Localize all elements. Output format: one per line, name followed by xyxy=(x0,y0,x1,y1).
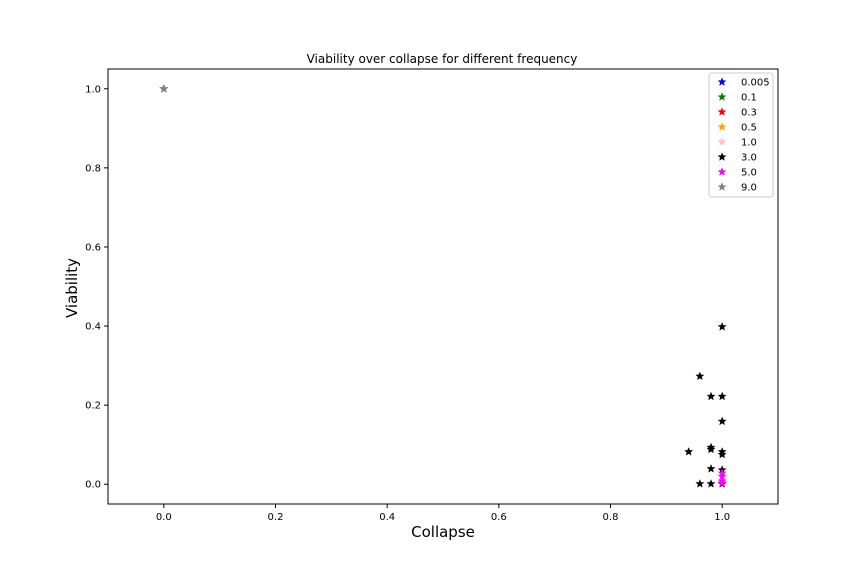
x-tick-label: 0.2 xyxy=(268,512,284,523)
legend-marker-5.0 xyxy=(717,167,727,176)
y-tick-label: 1.0 xyxy=(85,84,101,95)
legend-label: 5.0 xyxy=(741,168,757,179)
legend-marker-0.3 xyxy=(717,107,727,116)
x-axis-title: Collapse xyxy=(411,523,475,541)
legend-label: 3.0 xyxy=(741,153,757,164)
plot-frame xyxy=(107,68,779,505)
plot-area xyxy=(107,68,779,505)
data-point-3.0 xyxy=(706,479,716,488)
data-points xyxy=(159,84,727,488)
data-point-3.0 xyxy=(706,444,716,454)
x-tick-label: 1.0 xyxy=(714,512,730,523)
chart-title: Viability over collapse for different fr… xyxy=(307,52,578,66)
legend-marker-0.1 xyxy=(717,92,727,101)
legend: 0.005 0.1 0.3 0.5 1.0 3.0 5.0 9.0 xyxy=(708,72,774,198)
legend-marker-0.5 xyxy=(717,122,727,131)
legend-marker-0.005 xyxy=(717,77,727,86)
data-point-3.0 xyxy=(717,322,727,331)
legend-label: 0.3 xyxy=(741,108,757,119)
y-tick-label: 0.4 xyxy=(85,322,101,333)
data-point-9.0 xyxy=(159,84,169,93)
legend-marker-3.0 xyxy=(717,152,727,161)
data-point-3.0 xyxy=(717,416,727,426)
legend-label: 0.005 xyxy=(741,78,770,89)
data-point-3.0 xyxy=(695,479,705,488)
y-axis-title: Viability xyxy=(63,258,81,318)
y-tick-label: 0.2 xyxy=(85,401,101,412)
y-tick-label: 0.8 xyxy=(85,163,101,174)
legend-label: 1.0 xyxy=(741,138,757,149)
data-point-3.0 xyxy=(717,449,727,459)
x-tick-label: 0.6 xyxy=(491,512,507,523)
y-tick-label: 0.6 xyxy=(85,242,101,253)
x-tick-label: 0.8 xyxy=(603,512,619,523)
x-tick-label: 0.4 xyxy=(379,512,395,523)
y-axis: 0.0 0.2 0.4 0.6 0.8 1.0 xyxy=(85,84,108,491)
y-tick-label: 0.0 xyxy=(85,480,101,491)
legend-label: 0.5 xyxy=(741,123,757,134)
data-point-3.0 xyxy=(684,447,694,456)
legend-marker-1.0 xyxy=(717,137,727,146)
legend-label: 9.0 xyxy=(741,183,757,194)
legend-label: 0.1 xyxy=(741,93,757,104)
x-axis: 0.0 0.2 0.4 0.6 0.8 1.0 xyxy=(156,504,730,523)
data-point-5.0 xyxy=(717,478,727,487)
data-point-3.0 xyxy=(706,464,716,473)
data-point-3.0 xyxy=(717,391,727,401)
x-tick-label: 0.0 xyxy=(156,512,172,523)
legend-marker-9.0 xyxy=(717,182,727,191)
data-point-3.0 xyxy=(706,391,716,401)
data-point-3.0 xyxy=(695,371,705,381)
legend-box xyxy=(708,72,774,198)
